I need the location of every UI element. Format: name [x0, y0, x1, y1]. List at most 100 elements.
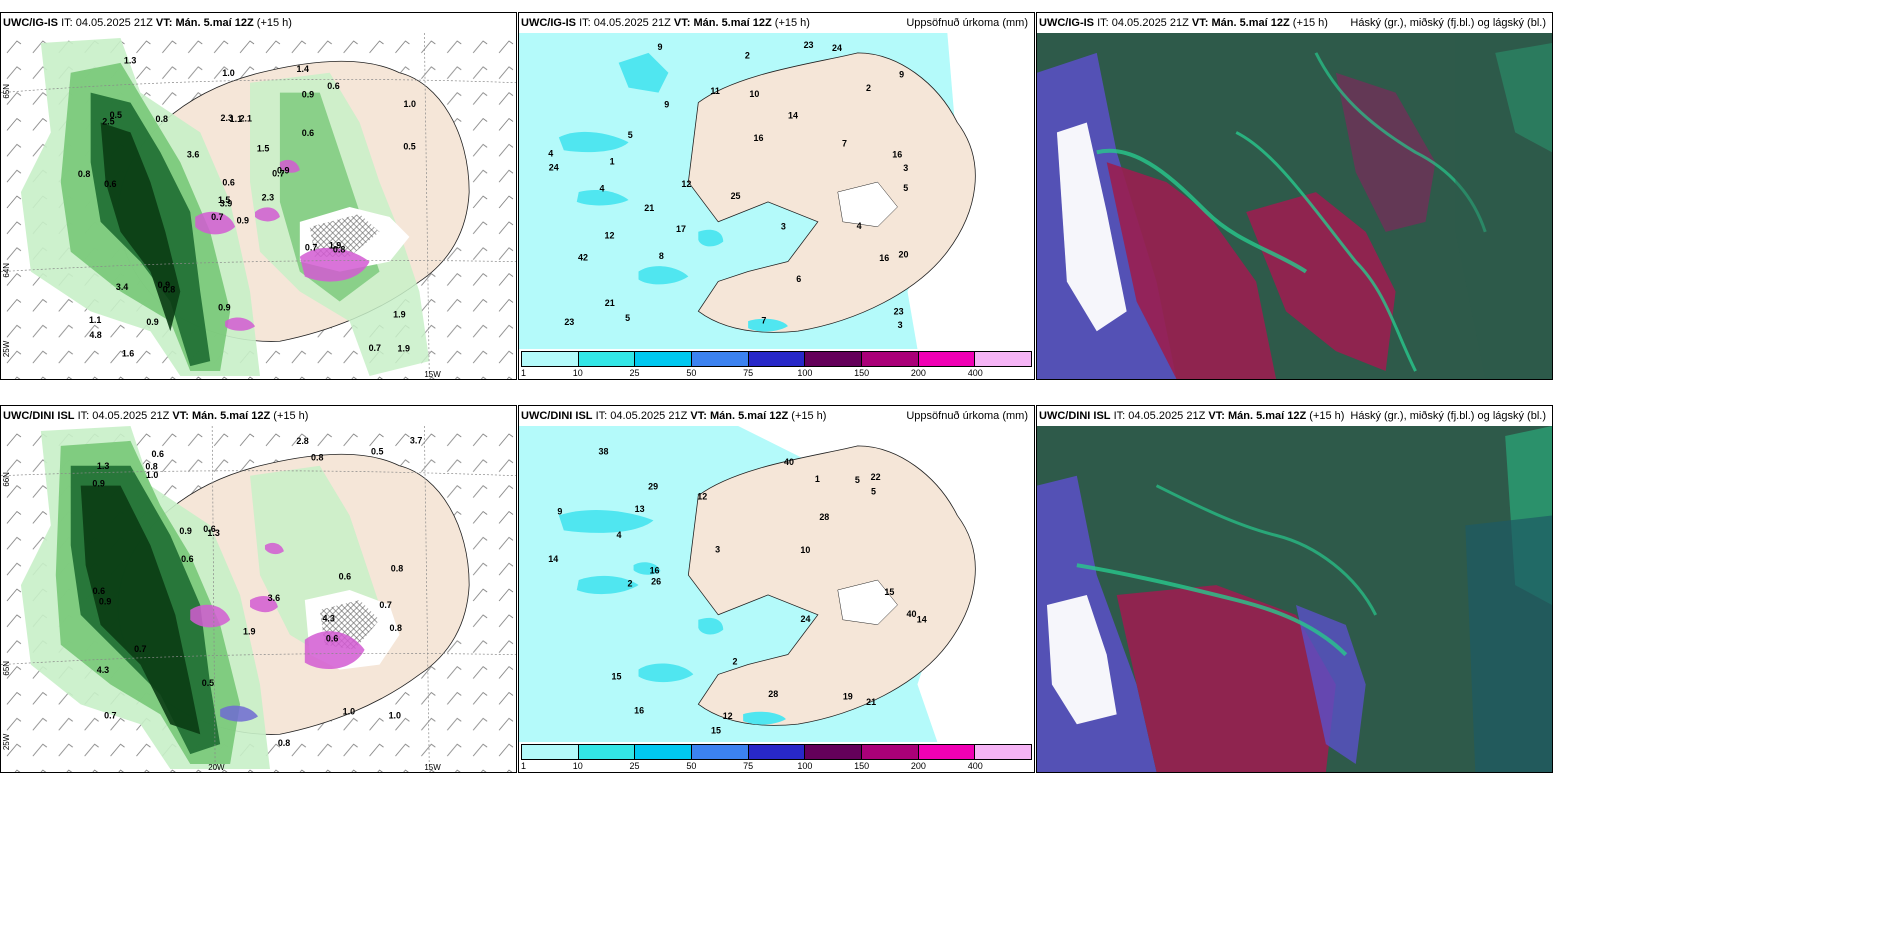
map-value-label: 15 [884, 587, 894, 597]
map-value-label: 0.6 [339, 572, 351, 582]
map-value-label: 0.9 [158, 280, 170, 290]
map-value-label: 21 [605, 298, 615, 308]
colorbar-tick: 150 [854, 761, 870, 771]
model-name: UWC/DINI ISL [3, 410, 75, 422]
map-value-label: 0.7 [134, 644, 146, 654]
cloud-title: Háský (gr.), miðský (fj.bl.) og lágský (… [1350, 17, 1546, 29]
it-value: 04.05.2025 21Z [92, 410, 170, 422]
map-value-label: 3 [715, 545, 720, 555]
map-value-label: 21 [644, 203, 654, 213]
colorbar-tick: 1 [521, 761, 527, 771]
colorbar-swatch [975, 351, 1033, 367]
vt-value: Mán. 5.maí 12Z [709, 410, 789, 422]
map-value-label: 10 [749, 89, 759, 99]
map-value-label: 12 [605, 230, 615, 240]
map-value-label: 9 [658, 42, 663, 52]
map-value-label: 20 [899, 249, 909, 259]
map-value-label: 5 [628, 130, 633, 140]
map-value-label: 0.9 [218, 303, 230, 313]
colorbar-tick: 100 [797, 761, 813, 771]
map-value-label: 4.3 [322, 613, 334, 623]
map-value-label: 3.6 [268, 593, 280, 603]
vt-value: Mán. 5.maí 12Z [1227, 410, 1307, 422]
map-value-label: 0.5 [110, 110, 122, 120]
precip-title: Uppsöfnuð úrkoma (mm) [906, 410, 1028, 422]
wind-panel-row2[interactable]: UWC/DINI ISL IT: 04.05.2025 21Z VT: Mán.… [0, 405, 517, 773]
map-value-label: 15 [612, 671, 622, 681]
map-value-label: 0.9 [92, 479, 104, 489]
it-value: 04.05.2025 21Z [75, 17, 153, 29]
map-value-label: 4 [617, 530, 622, 540]
map-value-label: 1 [610, 156, 615, 166]
wind-panel-row1[interactable]: UWC/IG-IS IT: 04.05.2025 21Z VT: Mán. 5.… [0, 12, 517, 380]
map-value-label: 1.0 [146, 470, 158, 480]
lat-label-top: 65N [2, 84, 11, 99]
lat-label-top: 66N [2, 472, 11, 487]
map-value-label: 14 [548, 554, 558, 564]
map-value-label: 10 [800, 545, 810, 555]
map-value-label: 0.7 [305, 243, 317, 253]
map-value-label: 29 [648, 482, 658, 492]
vt-label: VT: [673, 17, 691, 29]
panel-header: UWC/IG-IS IT: 04.05.2025 21Z VT: Mán. 5.… [1, 13, 516, 33]
vt-value: Mán. 5.maí 12Z [175, 17, 254, 29]
precip-panel-row1[interactable]: UWC/IG-IS IT: 04.05.2025 21Z VT: Mán. 5.… [518, 12, 1035, 380]
map-value-label: 22 [871, 472, 881, 482]
map-value-label: 0.7 [369, 343, 381, 353]
cloud-panel-row2[interactable]: UWC/DINI ISL IT: 04.05.2025 21Z VT: Mán.… [1036, 405, 1553, 773]
colorbar-tick: 400 [967, 368, 983, 378]
map-value-label: 0.9 [277, 166, 289, 176]
colorbar-tick: 400 [967, 761, 983, 771]
precip-title: Uppsöfnuð úrkoma (mm) [906, 17, 1028, 29]
map-value-label: 1.0 [343, 707, 355, 717]
colorbar-swatch [578, 744, 636, 760]
it-label: IT: [595, 410, 608, 422]
map-value-label: 17 [676, 224, 686, 234]
colorbar-tick: 75 [743, 368, 754, 378]
map-value-label: 0.9 [302, 89, 314, 99]
colorbar-tick: 200 [910, 368, 926, 378]
wind-map[interactable]: 65N 64N 25W 15W 0.9 2.5 3.9 1.1 0.7 0.8 1.4 2.1… [1, 33, 516, 379]
model-name: UWC/IG-IS [3, 17, 58, 29]
map-value-label: 1.0 [389, 711, 401, 721]
map-value-label: 16 [650, 566, 660, 576]
map-value-label: 0.8 [156, 114, 168, 124]
map-value-label: 0.5 [202, 678, 214, 688]
map-value-label: 14 [788, 110, 798, 120]
map-value-label: 9 [664, 100, 669, 110]
vt-label: VT: [1208, 410, 1225, 422]
cloud-map[interactable] [1037, 33, 1552, 379]
cloud-map-svg [1037, 426, 1552, 772]
map-value-label: 1.5 [257, 143, 269, 153]
vt-label: VT: [690, 410, 707, 422]
map-value-label: 23 [564, 317, 574, 327]
map-value-label: 28 [819, 512, 829, 522]
cloud-panel-row1[interactable]: UWC/IG-IS IT: 04.05.2025 21Z VT: Mán. 5.… [1036, 12, 1553, 380]
map-value-label: 16 [879, 253, 889, 263]
map-value-label: 40 [906, 609, 916, 619]
precip-panel-row2[interactable]: UWC/DINI ISL IT: 04.05.2025 21Z VT: Mán.… [518, 405, 1035, 773]
colorbar-swatch [918, 744, 976, 760]
lat-label-mid: 65N [2, 661, 11, 676]
cloud-map[interactable] [1037, 426, 1552, 772]
colorbar-tick: 100 [797, 368, 813, 378]
precip-map[interactable]: 9 13 10 12 5 15 24 26 22 14 40 29 28 15 14 16 16 12 21 28 19… [519, 426, 1034, 742]
wind-map[interactable]: 66N 65N 25W 15W 20W 4.3 0.7 0.7 0.6 1.3 1.0 4.… [1, 426, 516, 772]
cloud-map-svg [1037, 33, 1552, 379]
precip-colorbar: 1 10 25 50 75 100 150 200 400 [519, 742, 1034, 772]
map-value-label: 0.6 [326, 634, 338, 644]
map-value-label: 23 [894, 307, 904, 317]
map-value-label: 0.6 [152, 449, 164, 459]
lon-label-bottom: 15W [424, 370, 441, 379]
colorbar-tick: 200 [910, 761, 926, 771]
map-value-label: 2 [627, 578, 632, 588]
map-value-label: 0.8 [389, 623, 401, 633]
map-value-label: 3 [781, 222, 786, 232]
precip-map[interactable]: 9 16 14 3 12 20 17 23 16 2 5 4 7 8 42 25 21 4 9 11 23 10 21 12 1… [519, 33, 1034, 349]
it-value: 04.05.2025 21Z [610, 410, 688, 422]
map-value-label: 3.6 [187, 150, 199, 160]
panel-header: UWC/DINI ISL IT: 04.05.2025 21Z VT: Mán.… [1037, 406, 1552, 426]
map-value-label: 6 [796, 274, 801, 284]
